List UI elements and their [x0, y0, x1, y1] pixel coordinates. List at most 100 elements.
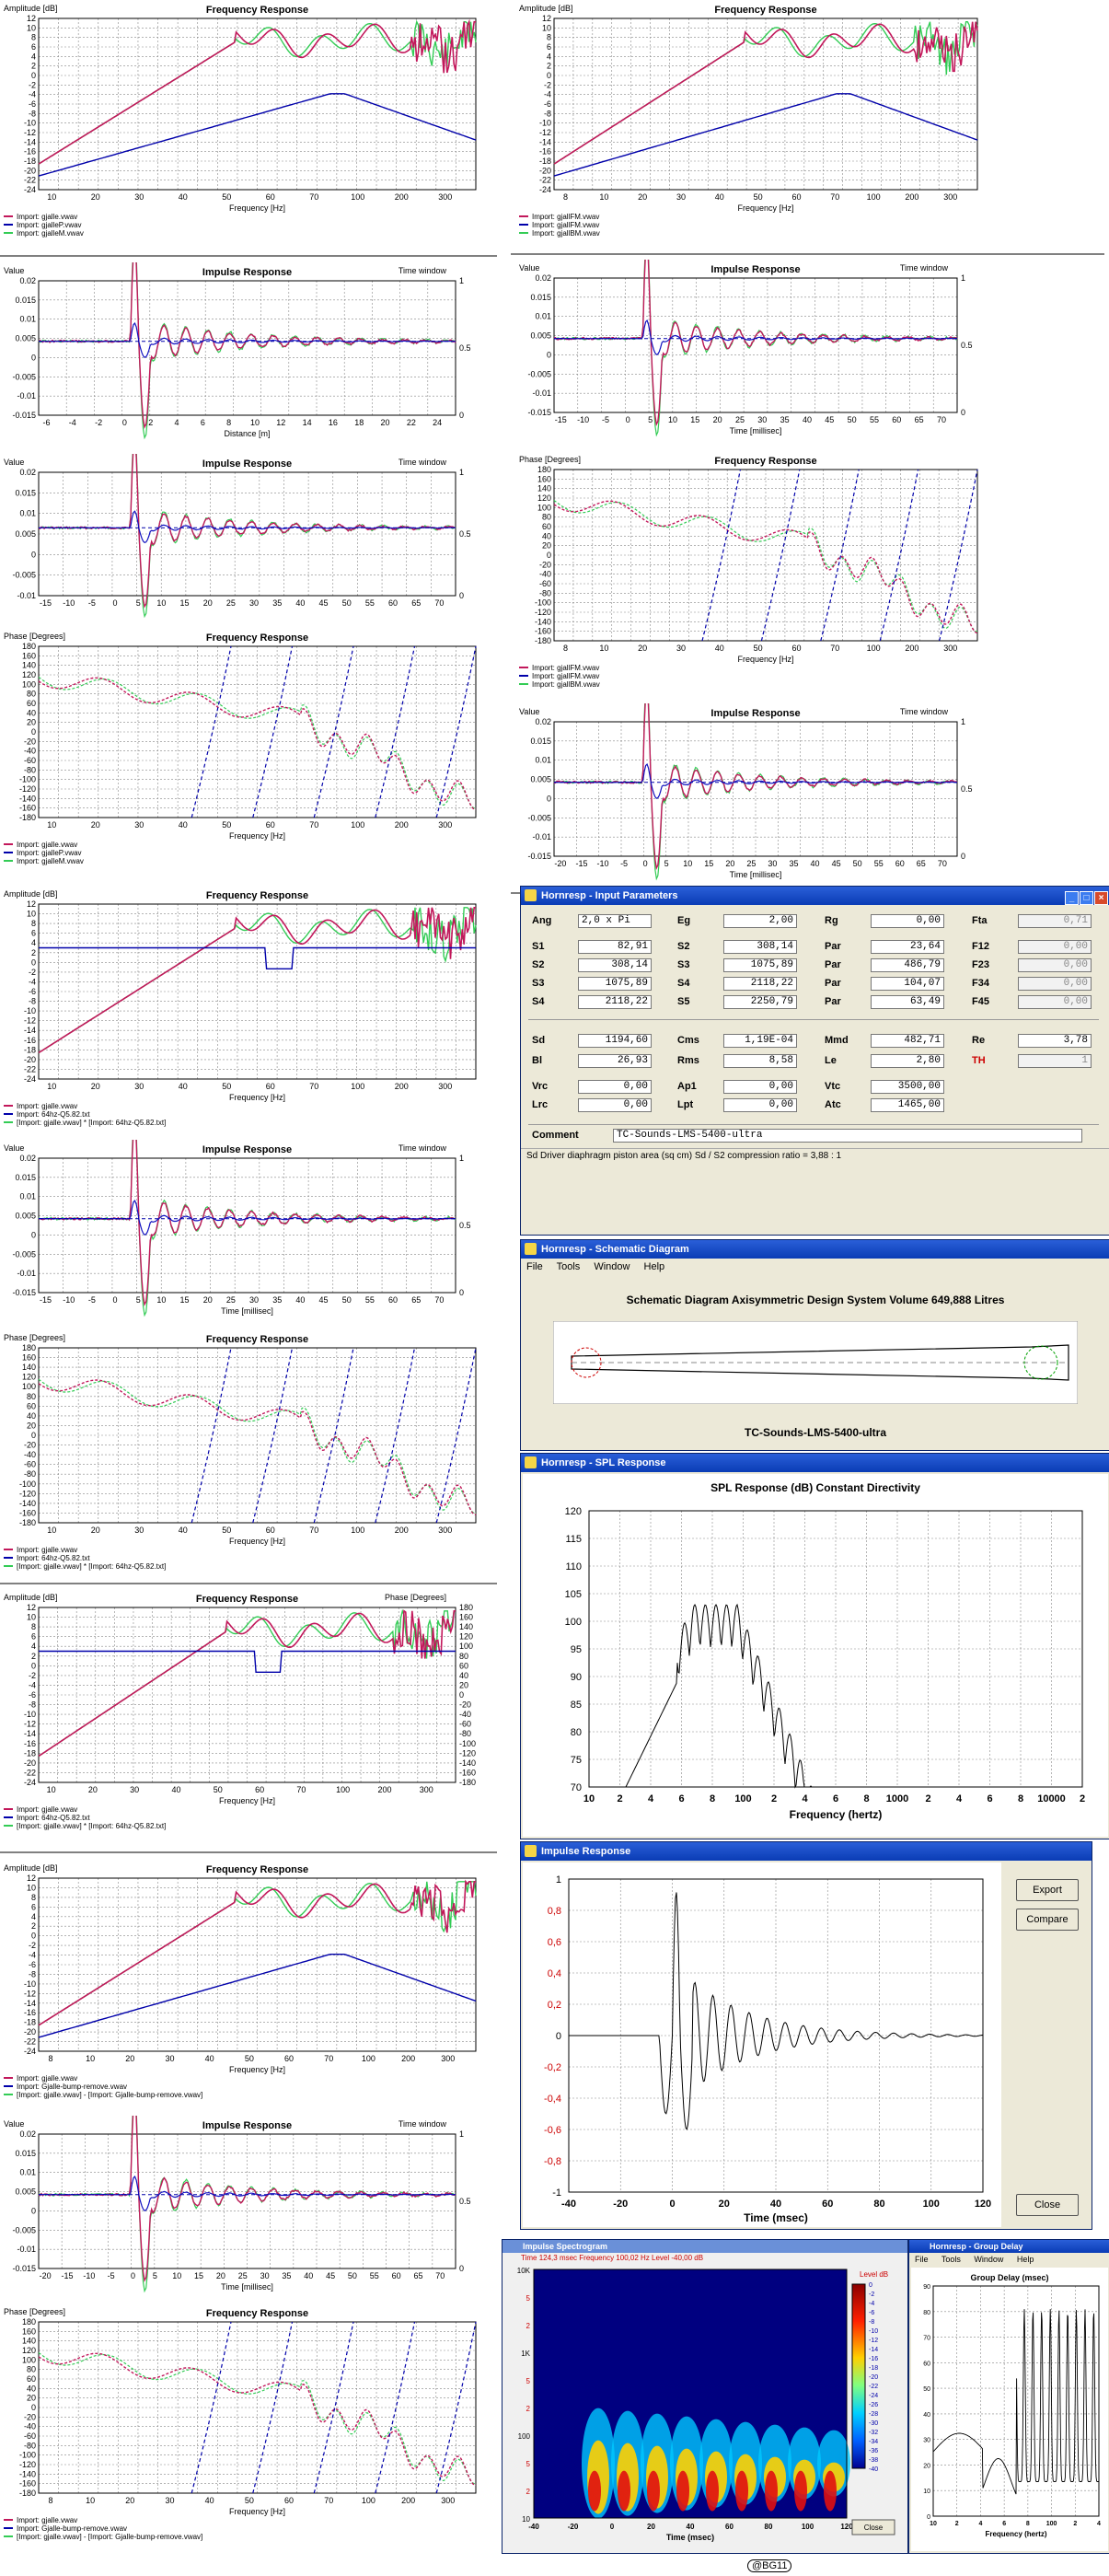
param-field-atc[interactable]: 1465,00 — [871, 1098, 944, 1112]
menu-tools[interactable]: Tools — [941, 2255, 961, 2264]
y-tick-label: 80 — [27, 690, 36, 699]
param-field-par[interactable]: 63,49 — [871, 995, 944, 1009]
param-field-le[interactable]: 2,80 — [871, 1054, 944, 1068]
spectrogram-y-tick: 10 — [522, 2515, 530, 2524]
x-tick-label: 0 — [113, 598, 118, 608]
comment-field[interactable]: TC-Sounds-LMS-5400-ultra — [613, 1129, 1082, 1143]
param-field-sd[interactable]: 1194,60 — [578, 1034, 652, 1048]
param-field-rms[interactable]: 8,58 — [723, 1054, 797, 1068]
menu-tools[interactable]: Tools — [556, 1261, 581, 1272]
param-field-s4[interactable]: 2118,22 — [578, 995, 652, 1009]
close-icon[interactable]: × — [1094, 891, 1108, 905]
spectrogram-close-label[interactable]: Close — [864, 2524, 884, 2532]
y-tick-label: 0.01 — [19, 2168, 36, 2177]
x-axis-label: Frequency [Hz] — [737, 203, 793, 213]
x-tick-label: 5 — [136, 1295, 141, 1305]
menu-help[interactable]: Help — [1016, 2255, 1034, 2264]
param-field-cms[interactable]: 1,19E-04 — [723, 1034, 797, 1048]
spl-x-tick: 2 — [1080, 1793, 1085, 1804]
group-delay-titlebar[interactable]: Hornresp - Group Delay — [909, 2240, 1109, 2253]
param-field-f45[interactable]: 0,00 — [1018, 995, 1092, 1009]
plot-frame — [38, 280, 456, 416]
phase-wrap-blue — [879, 469, 919, 642]
y2-axis-label: Phase [Degrees] — [385, 1593, 446, 1602]
gd-x-tick: 100 — [1046, 2521, 1057, 2527]
level-tick: -12 — [869, 2338, 878, 2344]
x-tick-label: 40 — [295, 598, 305, 608]
param-field-fta[interactable]: 0,71 — [1018, 914, 1092, 928]
param-field-lrc[interactable]: 0,00 — [578, 1098, 652, 1112]
plot-frame — [38, 1877, 477, 2052]
menu-file[interactable]: File — [526, 1261, 543, 1272]
spl-titlebar[interactable]: Hornresp - SPL Response — [521, 1454, 1109, 1472]
close-button[interactable]: Close — [1016, 2194, 1079, 2216]
param-field-bl[interactable]: 26,93 — [578, 1054, 652, 1068]
minimize-icon[interactable]: _ — [1065, 891, 1079, 905]
x-tick-label: -15 — [555, 415, 567, 424]
x-tick-label: 35 — [272, 598, 282, 608]
gd-y-tick: 40 — [923, 2412, 930, 2419]
param-field-s1[interactable]: 82,91 — [578, 940, 652, 954]
param-field-eg[interactable]: 2,00 — [723, 914, 797, 928]
y-tick-label: 12 — [542, 14, 551, 23]
y-tick-label: 0.02 — [535, 273, 551, 283]
y-tick-label: 0.015 — [15, 488, 36, 497]
x-tick-label: 55 — [365, 1295, 375, 1305]
param-field-vrc[interactable]: 0,00 — [578, 1080, 652, 1094]
param-field-par[interactable]: 23,64 — [871, 940, 944, 954]
y-tick-label: -12 — [24, 1720, 36, 1729]
param-field-re[interactable]: 3,78 — [1018, 1034, 1092, 1048]
param-field-par[interactable]: 104,07 — [871, 977, 944, 991]
spl-y-tick: 85 — [571, 1700, 582, 1711]
param-field-ang[interactable]: 2,0 x Pi — [578, 914, 652, 928]
x-tick-label: 15 — [690, 415, 699, 424]
y-tick-label: 100 — [22, 2355, 36, 2364]
y-tick-label: -12 — [539, 128, 551, 137]
menu-help[interactable]: Help — [643, 1261, 665, 1272]
spectrogram-titlebar[interactable]: Impulse Spectrogram — [503, 2240, 907, 2253]
param-field-lpt[interactable]: 0,00 — [723, 1098, 797, 1112]
x-tick-label: 300 — [420, 1785, 433, 1794]
param-field-s3[interactable]: 1075,89 — [578, 977, 652, 991]
input-parameters-titlebar[interactable]: Hornresp - Input Parameters _ □ × — [521, 887, 1109, 905]
y-tick-label: -14 — [24, 1729, 36, 1738]
param-field-f34[interactable]: 0,00 — [1018, 977, 1092, 991]
menu-window[interactable]: Window — [594, 1261, 630, 1272]
schematic-titlebar[interactable]: Hornresp - Schematic Diagram — [521, 1240, 1109, 1259]
y-tick-label: -140 — [19, 2469, 36, 2478]
spectrogram-window: Impulse Spectrogram Time 124,3 msec Freq… — [502, 2239, 908, 2554]
param-field-s5[interactable]: 2250,79 — [723, 995, 797, 1009]
param-field-rg[interactable]: 0,00 — [871, 914, 944, 928]
param-field-s2[interactable]: 308,14 — [578, 958, 652, 972]
impulse-titlebar[interactable]: Impulse Response — [521, 1842, 1092, 1861]
y-axis-label: Phase [Degrees] — [519, 455, 581, 464]
y-tick-label: -22 — [539, 176, 551, 185]
compare-button[interactable]: Compare — [1016, 1909, 1079, 1931]
chart-title: Impulse Response — [202, 1144, 292, 1155]
y-tick-label: 180 — [22, 2317, 36, 2327]
y-tick-label: -100 — [19, 2451, 36, 2460]
param-field-f12[interactable]: 0,00 — [1018, 940, 1092, 954]
x-tick-label: 10 — [668, 415, 677, 424]
menu-window[interactable]: Window — [974, 2255, 1004, 2264]
spl-y-tick: 80 — [571, 1727, 582, 1738]
maximize-icon[interactable]: □ — [1080, 891, 1093, 905]
param-field-vtc[interactable]: 3500,00 — [871, 1080, 944, 1094]
param-field-ap1[interactable]: 0,00 — [723, 1080, 797, 1094]
param-field-f23[interactable]: 0,00 — [1018, 958, 1092, 972]
legend-entry: Import: gjalle.vwav — [17, 1805, 77, 1814]
phase-wrap-blue — [191, 1347, 232, 1524]
y-tick-label: 6 — [31, 42, 36, 52]
menu-file[interactable]: File — [915, 2255, 929, 2264]
param-field-mmd[interactable]: 482,71 — [871, 1034, 944, 1048]
param-field-s2[interactable]: 308,14 — [723, 940, 797, 954]
spectrogram-close-button[interactable] — [851, 2519, 895, 2535]
export-button[interactable]: Export — [1016, 1879, 1079, 1901]
param-field-par[interactable]: 486,79 — [871, 958, 944, 972]
param-field-s3[interactable]: 1075,89 — [723, 958, 797, 972]
param-field-s4[interactable]: 2118,22 — [723, 977, 797, 991]
x-tick-label: 70 — [434, 598, 444, 608]
x-tick-label: 100 — [362, 2496, 375, 2505]
param-label-ang: Ang — [532, 915, 552, 926]
param-field-th[interactable]: 1 — [1018, 1054, 1092, 1068]
